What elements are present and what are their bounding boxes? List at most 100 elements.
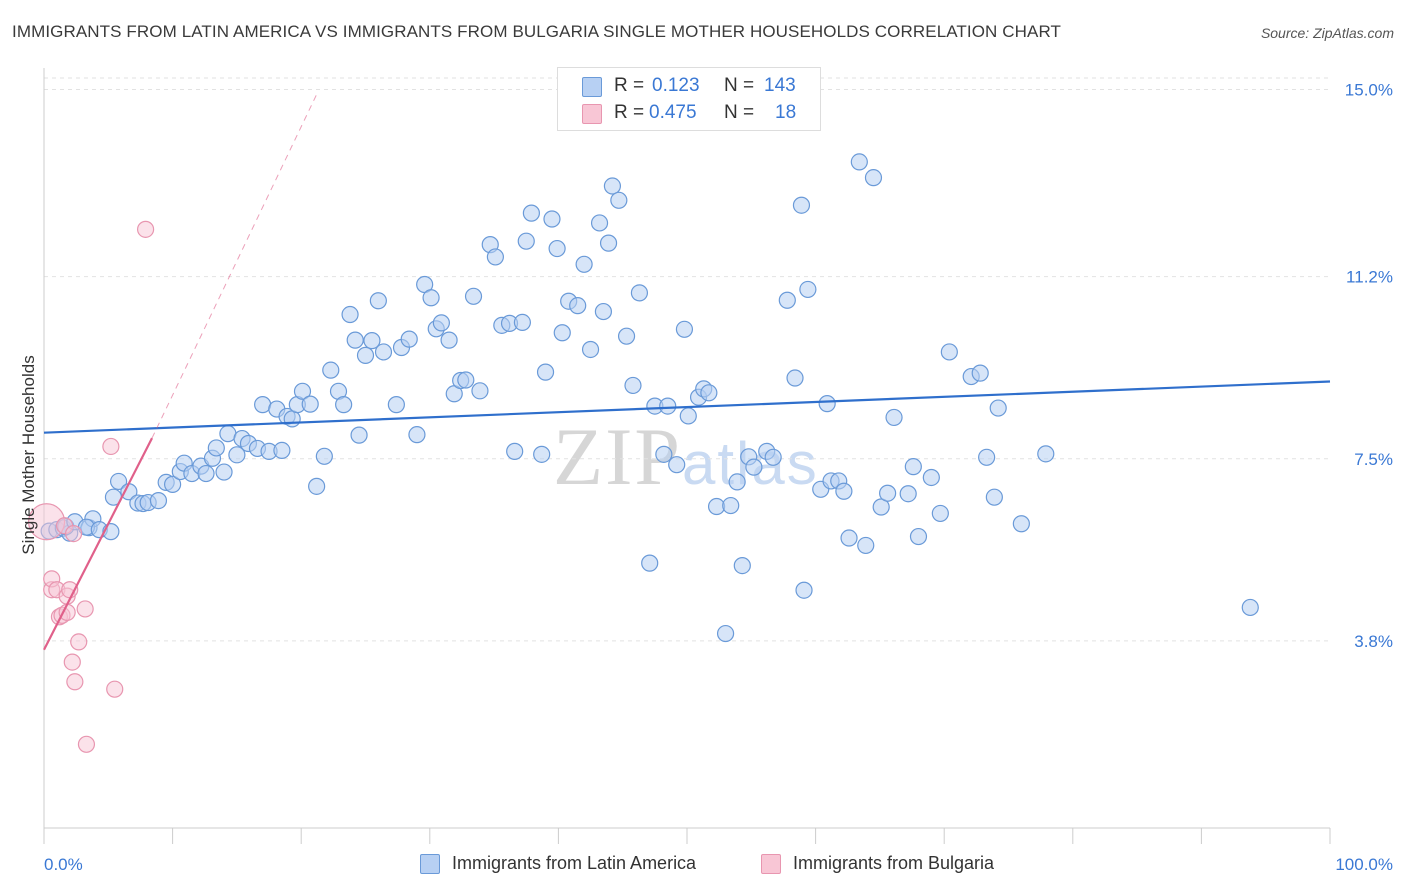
data-point-latin-america: [293, 382, 312, 400]
legend-swatch-blue: [420, 854, 440, 874]
legend-swatch-pink: [761, 854, 781, 874]
data-point-latin-america: [581, 340, 600, 359]
data-point-latin-america: [733, 556, 751, 575]
data-point-latin-america: [341, 305, 359, 324]
trend-layer: [43, 94, 1331, 651]
data-point-latin-america: [533, 445, 551, 463]
legend-series: Immigrants from Latin America Immigrants…: [0, 852, 1406, 878]
data-point-latin-america: [1241, 598, 1259, 617]
data-point-latin-america: [356, 346, 375, 364]
data-point-latin-america: [864, 169, 883, 187]
data-point-latin-america: [857, 536, 875, 555]
data-point-latin-america: [978, 448, 996, 466]
legend-swatch-blue: [582, 77, 602, 97]
data-point-latin-america: [215, 463, 233, 481]
data-point-latin-america: [283, 410, 301, 428]
data-point-latin-america: [904, 458, 922, 476]
data-point-latin-america: [569, 297, 587, 315]
data-point-latin-america: [617, 327, 636, 345]
watermark: ZIPatlas: [553, 410, 819, 504]
data-point-latin-america: [374, 343, 393, 361]
data-point-latin-america: [778, 291, 796, 309]
y-tick-label: 3.8%: [1354, 632, 1393, 651]
data-point-latin-america: [668, 456, 686, 474]
labels-layer: 3.8% 7.5% 11.2% 15.0% 0.0% 100.0% Single Mothe…: [19, 81, 1393, 874]
data-point-latin-america: [728, 473, 746, 491]
data-point-latin-america: [346, 331, 364, 349]
data-point-latin-america: [228, 446, 246, 464]
data-point-latin-america: [164, 475, 182, 493]
data-point-latin-america: [659, 397, 677, 415]
data-point-latin-america: [989, 399, 1007, 417]
data-point-latin-america: [641, 554, 659, 572]
data-point-latin-america: [400, 330, 418, 348]
data-point-latin-america: [603, 177, 622, 195]
points-layer: [27, 153, 1259, 753]
data-point-latin-america: [553, 324, 571, 342]
data-point-latin-america: [335, 396, 353, 414]
data-point-latin-america: [464, 287, 483, 305]
data-point-latin-america: [971, 364, 989, 382]
data-point-latin-america: [1037, 445, 1055, 463]
data-point-latin-america: [197, 464, 215, 483]
data-point-latin-america: [506, 442, 524, 460]
y-tick-label: 11.2%: [1346, 268, 1393, 287]
data-point-latin-america: [594, 302, 613, 321]
legend-stats: R = 0.123 N = 143 R = 0.475 N = 18: [557, 67, 821, 131]
data-point-latin-america: [599, 234, 618, 252]
y-tick-label: 7.5%: [1354, 450, 1393, 469]
x-tick-label-max: 100.0%: [1335, 855, 1393, 874]
y-tick-label: 15.0%: [1345, 81, 1393, 100]
data-point-latin-america: [872, 498, 890, 516]
data-point-latin-america: [471, 382, 489, 400]
legend-r-value: 0.123: [652, 75, 700, 96]
data-point-bulgaria: [136, 220, 155, 238]
legend-n-label: N =: [724, 75, 755, 96]
legend-swatch-pink: [582, 104, 602, 124]
data-point-latin-america: [522, 204, 540, 222]
data-point-latin-america: [387, 396, 405, 414]
data-point-latin-america: [630, 284, 649, 302]
data-point-latin-america: [909, 527, 928, 546]
data-point-latin-america: [707, 497, 726, 516]
legend-label-latin-america: Immigrants from Latin America: [452, 853, 697, 873]
data-point-bulgaria: [66, 673, 84, 691]
data-point-bulgaria: [106, 680, 124, 698]
data-point-latin-america: [149, 492, 168, 510]
axes-layer: [43, 68, 1331, 844]
legend-r-value: 0.475: [649, 102, 697, 123]
data-point-latin-america: [308, 477, 326, 495]
data-point-bulgaria: [64, 524, 83, 543]
trendline-bulgaria: [43, 437, 154, 651]
legend-r-label: R =: [614, 75, 645, 96]
legend-r-label: R =: [614, 102, 645, 123]
data-point-latin-america: [440, 331, 458, 349]
data-point-latin-america: [536, 363, 555, 381]
x-tick-label-min: 0.0%: [44, 855, 83, 874]
data-point-latin-america: [940, 343, 958, 361]
data-point-latin-america: [575, 255, 593, 273]
data-point-latin-america: [745, 458, 763, 476]
data-point-latin-america: [322, 361, 340, 379]
data-point-latin-america: [818, 395, 836, 413]
data-point-bulgaria: [102, 437, 120, 456]
data-point-latin-america: [457, 371, 475, 389]
data-point-latin-america: [722, 496, 740, 515]
data-point-latin-america: [590, 214, 609, 232]
data-point-latin-america: [548, 239, 566, 258]
data-point-latin-america: [109, 472, 128, 491]
data-point-latin-america: [700, 384, 718, 402]
legend-label-bulgaria: Immigrants from Bulgaria: [793, 853, 995, 873]
y-axis-label: Single Mother Households: [19, 355, 38, 554]
data-point-latin-america: [543, 210, 561, 228]
data-point-latin-america: [716, 624, 735, 643]
data-point-latin-america: [835, 482, 853, 500]
data-point-latin-america: [254, 396, 272, 414]
data-point-latin-america: [795, 581, 813, 599]
data-point-latin-america: [363, 332, 381, 350]
data-point-latin-america: [679, 407, 697, 425]
data-point-latin-america: [985, 488, 1003, 506]
data-point-bulgaria: [76, 600, 94, 618]
data-point-latin-america: [840, 529, 858, 547]
